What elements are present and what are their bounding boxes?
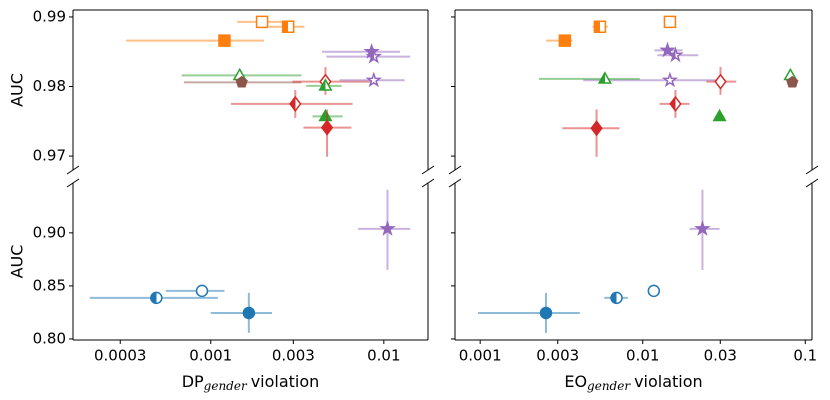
point bbox=[318, 78, 333, 91]
point bbox=[320, 119, 334, 136]
point bbox=[669, 95, 682, 113]
axis-break bbox=[66, 165, 80, 175]
y-tick-label: 0.99 bbox=[33, 7, 66, 25]
axis-break bbox=[805, 178, 819, 188]
point bbox=[289, 95, 302, 113]
y-tick-label: 0.80 bbox=[33, 329, 66, 347]
point bbox=[281, 20, 295, 33]
axis-break bbox=[421, 165, 435, 175]
point bbox=[714, 73, 727, 90]
point bbox=[558, 34, 572, 47]
point bbox=[539, 306, 553, 320]
point bbox=[659, 41, 676, 58]
x-axis-label-sub: gender bbox=[204, 379, 248, 393]
x-tick-label: 0.01 bbox=[626, 347, 659, 365]
subplot: 0.001 0.003 0.01 0.03 0.1 EOgender violation bbox=[448, 178, 819, 393]
x-tick-label: 0.003 bbox=[536, 347, 579, 365]
point bbox=[647, 284, 661, 298]
y-tick-label: 0.97 bbox=[33, 147, 66, 165]
point bbox=[663, 15, 677, 29]
point bbox=[712, 108, 727, 122]
x-tick-label: 0.001 bbox=[189, 347, 232, 365]
x-tick-label: 0.1 bbox=[793, 347, 817, 365]
point bbox=[667, 46, 684, 63]
point bbox=[661, 71, 679, 88]
y-tick-label: 0.85 bbox=[33, 276, 66, 294]
point bbox=[255, 15, 269, 29]
point bbox=[379, 220, 396, 236]
x-axis-label: DPgender violation bbox=[182, 372, 320, 393]
point bbox=[218, 34, 231, 47]
point bbox=[786, 75, 799, 88]
point bbox=[610, 291, 623, 305]
x-tick-label: 0.0003 bbox=[94, 347, 147, 365]
point bbox=[235, 75, 248, 88]
y-tick-label: 0.98 bbox=[33, 77, 66, 95]
point bbox=[694, 220, 711, 236]
x-tick-label: 0.01 bbox=[367, 347, 400, 365]
point bbox=[597, 71, 612, 84]
axis-break bbox=[805, 165, 819, 175]
x-axis-label-sub: gender bbox=[587, 379, 631, 393]
axis-break bbox=[66, 178, 80, 188]
subplot: 0.97 0.98 0.99 AUC bbox=[8, 7, 435, 175]
x-axis-label-main: DP bbox=[182, 372, 204, 391]
axis-break bbox=[448, 178, 462, 188]
point bbox=[150, 291, 163, 305]
x-axis-label-rest: violation bbox=[251, 372, 320, 391]
point bbox=[318, 108, 333, 122]
point bbox=[242, 306, 256, 320]
x-tick-label: 0.001 bbox=[459, 347, 502, 365]
point bbox=[195, 284, 209, 298]
x-tick-label: 0.003 bbox=[272, 347, 315, 365]
x-axis-label: EOgender violation bbox=[564, 372, 702, 393]
point bbox=[590, 120, 603, 137]
point bbox=[365, 71, 383, 88]
point bbox=[365, 47, 383, 64]
x-axis-label-main: EO bbox=[564, 372, 587, 391]
x-tick-label: 0.03 bbox=[704, 347, 737, 365]
x-axis-label-rest: violation bbox=[634, 372, 703, 391]
axis-break bbox=[448, 165, 462, 175]
point bbox=[593, 20, 607, 33]
y-axis-label: AUC bbox=[8, 245, 27, 279]
subplot: 0.80 0.85 0.90 0.0003 0.001 0.003 0.01 AUC DPgen… bbox=[8, 178, 435, 393]
axis-break bbox=[421, 178, 435, 188]
y-tick-label: 0.90 bbox=[33, 223, 66, 241]
subplot bbox=[448, 9, 819, 175]
y-axis-label: AUC bbox=[8, 73, 27, 107]
